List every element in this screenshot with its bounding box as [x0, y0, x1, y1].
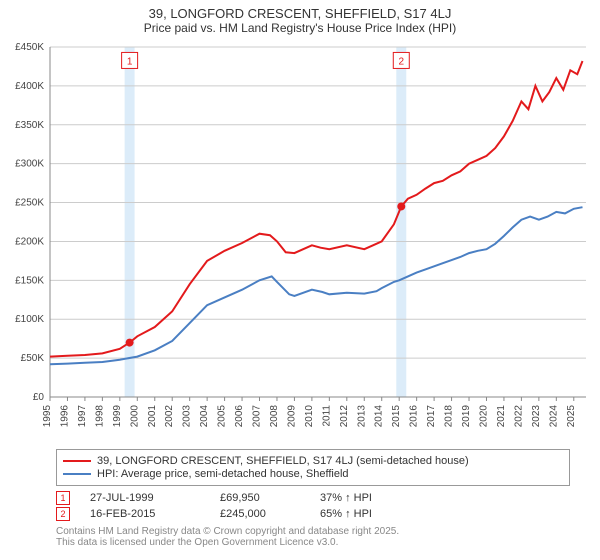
xtick-label: 2011: [321, 405, 332, 427]
xtick-label: 1999: [112, 405, 123, 428]
xtick-label: 2025: [566, 405, 577, 428]
xtick-label: 2019: [461, 405, 472, 428]
xtick-label: 2009: [286, 405, 297, 428]
xtick-label: 2021: [496, 405, 507, 428]
xtick-label: 2012: [339, 405, 350, 428]
xtick-label: 2016: [409, 405, 420, 428]
sale-point: [126, 339, 134, 347]
sales-table: 1 27-JUL-1999 £69,950 37% ↑ HPI 2 16-FEB-2015…: [56, 490, 570, 522]
xtick-label: 1996: [59, 405, 70, 428]
xtick-label: 2003: [182, 405, 193, 428]
xtick-label: 2018: [444, 405, 455, 428]
xtick-label: 2022: [513, 405, 524, 428]
xtick-label: 1995: [42, 405, 53, 428]
xtick-label: 2005: [217, 405, 228, 428]
legend-row: HPI: Average price, semi-detached house,…: [63, 468, 563, 480]
sale-marker-num: 2: [398, 56, 404, 67]
sale-vs-hpi: 65% ↑ HPI: [320, 508, 372, 520]
xtick-label: 2023: [531, 405, 542, 428]
ytick-label: £250K: [15, 198, 44, 209]
xtick-label: 1997: [77, 405, 88, 428]
xtick-label: 2024: [548, 405, 559, 428]
ytick-label: £150K: [15, 275, 44, 286]
xtick-label: 2002: [164, 405, 175, 428]
ytick-label: £0: [33, 392, 45, 403]
sale-row: 2 16-FEB-2015 £245,000 65% ↑ HPI: [56, 506, 570, 522]
xtick-label: 2014: [374, 405, 385, 428]
sale-date: 16-FEB-2015: [90, 508, 200, 520]
legend-label: HPI: Average price, semi-detached house,…: [97, 468, 349, 480]
xtick-label: 2020: [478, 405, 489, 428]
ytick-label: £100K: [15, 314, 44, 325]
xtick-label: 2007: [252, 405, 263, 428]
xtick-label: 2015: [391, 405, 402, 428]
ytick-label: £50K: [21, 353, 45, 364]
sale-marker-num: 1: [127, 56, 133, 67]
ytick-label: £350K: [15, 120, 44, 131]
xtick-label: 2000: [129, 405, 140, 428]
chart-area: £0 £50K £100K £150K £200K £250K £300K £350K £400…: [0, 39, 600, 447]
xtick-label: 2013: [356, 405, 367, 428]
footer-attribution: Contains HM Land Registry data © Crown c…: [56, 526, 570, 548]
legend: 39, LONGFORD CRESCENT, SHEFFIELD, S17 4L…: [56, 449, 570, 486]
sale-index-marker: 2: [56, 507, 70, 521]
sale-date: 27-JUL-1999: [90, 492, 200, 504]
xtick-label: 2001: [147, 405, 158, 428]
footer-line-1: Contains HM Land Registry data © Crown c…: [56, 526, 570, 537]
sale-price: £69,950: [220, 492, 300, 504]
sale-row: 1 27-JUL-1999 £69,950 37% ↑ HPI: [56, 490, 570, 506]
legend-swatch: [63, 473, 91, 475]
ytick-label: £450K: [15, 42, 44, 53]
xtick-label: 2017: [426, 405, 437, 428]
legend-row: 39, LONGFORD CRESCENT, SHEFFIELD, S17 4L…: [63, 455, 563, 467]
xtick-label: 1998: [94, 405, 105, 428]
ytick-label: £300K: [15, 159, 44, 170]
sale-index-marker: 1: [56, 491, 70, 505]
sale-price: £245,000: [220, 508, 300, 520]
xtick-label: 2010: [304, 405, 315, 428]
chart-title: 39, LONGFORD CRESCENT, SHEFFIELD, S17 4L…: [0, 0, 600, 21]
ytick-label: £400K: [15, 81, 44, 92]
legend-swatch: [63, 460, 91, 462]
ytick-label: £200K: [15, 236, 44, 247]
xtick-label: 2006: [234, 405, 245, 428]
plot-bg: [0, 39, 600, 447]
chart-subtitle: Price paid vs. HM Land Registry's House …: [0, 21, 600, 39]
sale-band: [396, 47, 406, 397]
sale-vs-hpi: 37% ↑ HPI: [320, 492, 372, 504]
sale-point: [397, 202, 405, 210]
legend-label: 39, LONGFORD CRESCENT, SHEFFIELD, S17 4L…: [97, 455, 469, 467]
line-chart-svg: £0 £50K £100K £150K £200K £250K £300K £350K £400…: [0, 39, 600, 447]
xtick-label: 2008: [269, 405, 280, 428]
footer-line-2: This data is licensed under the Open Gov…: [56, 537, 570, 548]
xtick-label: 2004: [199, 405, 210, 428]
